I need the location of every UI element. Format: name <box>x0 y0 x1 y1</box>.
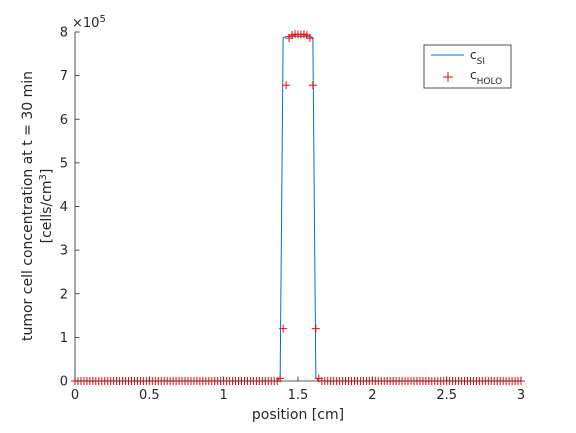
y-axis-exponent: ×105 <box>72 14 106 32</box>
y-tick-label: 7 <box>60 69 68 84</box>
legend-si-sub: SI <box>477 57 485 67</box>
x-tick-label: 2 <box>368 388 376 403</box>
y-tick-label: 8 <box>60 26 68 41</box>
marker-holo <box>279 324 288 333</box>
marker-holo <box>308 81 317 90</box>
x-axis-title: position [cm] <box>252 407 344 423</box>
legend-holo-name: c <box>470 68 477 82</box>
y-title-unit-sup: 3 <box>38 174 49 180</box>
ticks-layer: 0 0.5 1 1.5 2 2.5 3 0 1 2 3 4 5 6 7 8 <box>60 26 525 404</box>
y-tick-label: 6 <box>60 113 68 128</box>
y-tick-label: 1 <box>60 331 68 346</box>
legend: cSI cHOLO <box>423 44 512 89</box>
x-tick-label: 0 <box>71 388 79 403</box>
legend-entry-holo: cHOLO <box>470 68 502 87</box>
legend-si-name: c <box>470 48 477 62</box>
y-tick-label: 3 <box>60 244 68 259</box>
x-tick-label: 1.5 <box>288 388 309 403</box>
y-axis-title-line2: [cells/cm3] <box>38 169 56 244</box>
x-tick-label: 0.5 <box>139 388 160 403</box>
x-tick-label: 3 <box>517 388 525 403</box>
legend-box <box>423 44 512 89</box>
y-tick-label: 4 <box>60 200 68 215</box>
y-exponent-base: ×10 <box>72 16 99 31</box>
y-exponent-power: 5 <box>99 14 105 25</box>
legend-marker-swatch <box>443 72 453 82</box>
legend-entry-si: cSI <box>470 48 485 67</box>
x-tick-label: 2.5 <box>436 388 457 403</box>
marker-holo <box>305 34 314 43</box>
y-title-unit: [cells/cm <box>39 180 55 243</box>
marker-holo <box>282 81 291 90</box>
y-tick-label: 5 <box>60 156 68 171</box>
y-axis-title-line1: tumor cell concentration at t = 30 min <box>20 71 36 341</box>
marker-holo <box>311 324 320 333</box>
x-tick-label: 1 <box>220 388 228 403</box>
y-tick-label: 0 <box>60 375 68 390</box>
y-tick-label: 2 <box>60 287 68 302</box>
y-title-unit-end: ] <box>39 169 55 174</box>
plot-area <box>75 32 521 381</box>
legend-holo-sub: HOLO <box>477 77 503 87</box>
